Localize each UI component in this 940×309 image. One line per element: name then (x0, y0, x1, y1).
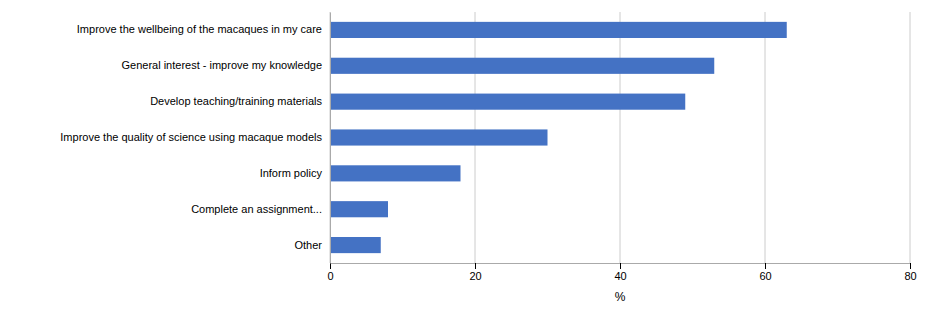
y-tick-label: General interest - improve my knowledge (121, 59, 322, 71)
x-axis: 0 20 40 60 80 (327, 263, 916, 282)
x-tick-mark (910, 263, 911, 269)
y-tick-label: Inform policy (260, 167, 323, 179)
grid-line (330, 12, 331, 263)
x-tick-mark (475, 263, 476, 269)
chart: 0 20 40 60 80 Other Complete an assignment... I… (0, 0, 940, 309)
bar (330, 237, 381, 253)
y-tick: Complete an assignment... (191, 203, 330, 215)
y-tick: Improve the wellbeing of the macaques in… (77, 23, 330, 35)
x-tick-label: 80 (904, 270, 916, 282)
x-tick-label: 60 (759, 270, 771, 282)
x-axis-title: % (615, 290, 626, 304)
plot-area: 0 20 40 60 80 Other Complete an assignment... I… (60, 12, 916, 282)
grid-line (765, 12, 766, 263)
y-axis: Other Complete an assignment... Inform pol… (60, 13, 330, 264)
x-tick: 20 (469, 263, 481, 282)
x-tick-label: 0 (327, 270, 333, 282)
x-tick-mark (330, 263, 331, 269)
y-tick-label: Improve the quality of science using mac… (60, 131, 322, 143)
bar (330, 94, 685, 110)
grid-line (620, 12, 621, 263)
grid-line (910, 12, 911, 263)
bar (330, 129, 548, 145)
x-tick-label: 40 (614, 270, 626, 282)
y-tick: Other (294, 239, 330, 251)
bar (330, 201, 388, 217)
y-tick-label: Other (294, 239, 322, 251)
y-tick: Improve the quality of science using mac… (60, 131, 330, 143)
bars (330, 22, 787, 253)
x-tick: 80 (904, 263, 916, 282)
bar (330, 58, 714, 74)
x-tick-mark (620, 263, 621, 269)
y-tick-label: Develop teaching/training materials (150, 95, 322, 107)
y-tick: Inform policy (260, 167, 330, 179)
x-tick: 40 (614, 263, 626, 282)
y-tick: Develop teaching/training materials (150, 95, 330, 107)
grid (330, 12, 910, 263)
y-tick: General interest - improve my knowledge (121, 59, 330, 71)
y-tick-label: Complete an assignment... (191, 203, 322, 215)
x-tick: 0 (327, 263, 333, 282)
x-tick-mark (765, 263, 766, 269)
x-tick-label: 20 (469, 270, 481, 282)
y-tick-label: Improve the wellbeing of the macaques in… (77, 23, 322, 35)
x-tick: 60 (759, 263, 771, 282)
bar (330, 165, 461, 181)
y-axis-line (330, 13, 331, 264)
bar (330, 22, 787, 38)
